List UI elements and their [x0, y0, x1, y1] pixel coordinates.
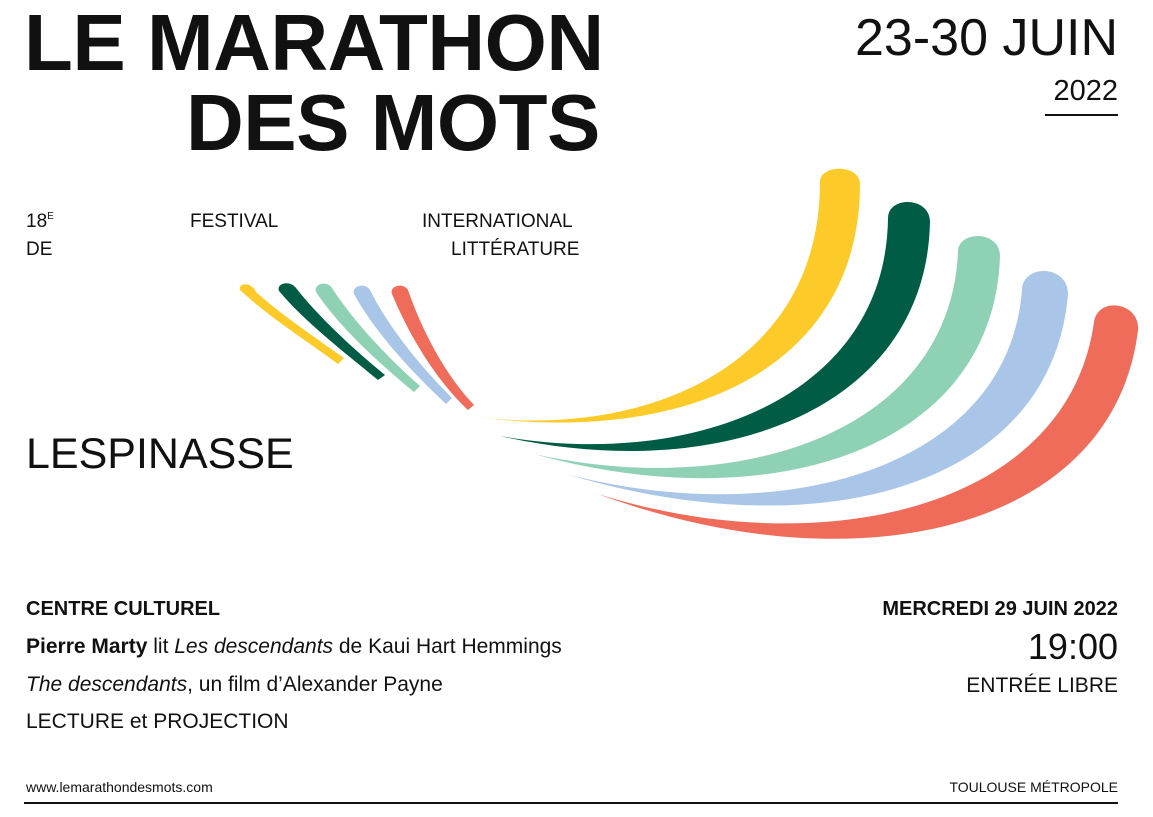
event-type: LECTURE et PROJECTION	[26, 710, 289, 733]
small-arc-mint	[315, 283, 420, 392]
big-arc-dark-green	[500, 201, 930, 451]
film-line: The descendants, un film d’Alexander Pay…	[26, 671, 443, 699]
sponsor-name: TOULOUSE MÉTROPOLE	[949, 779, 1118, 795]
word-de: DE	[26, 239, 53, 260]
book-author: de Kaui Hart Hemmings	[333, 635, 562, 658]
word-international: INTERNATIONAL	[422, 211, 573, 232]
film-title: The descendants	[26, 673, 188, 696]
small-arc-yellow	[239, 284, 344, 364]
film-director: , un film d’Alexander Payne	[187, 673, 443, 696]
title-line-2: DES MOTS	[186, 78, 600, 167]
event-time: 19:00	[1027, 626, 1118, 667]
festival-dates: 23-30 JUIN	[855, 9, 1118, 67]
word-litterature: LITTÉRATURE	[451, 239, 580, 260]
book-title: Les descendants	[174, 635, 334, 658]
footer-rule	[24, 802, 1118, 804]
small-arc-dark-green	[278, 283, 385, 380]
year-underline	[1045, 114, 1118, 116]
event-date: MERCREDI 29 JUIN 2022	[882, 598, 1118, 620]
edition-number-value: 18	[26, 211, 48, 232]
big-arc-coral	[598, 305, 1139, 539]
reader-name: Pierre Marty	[26, 635, 148, 658]
city-name: LESPINASSE	[26, 430, 294, 478]
big-arc-light-blue	[566, 270, 1068, 506]
edition-number: 18E	[26, 208, 54, 239]
big-arc-mint	[534, 235, 1000, 479]
small-arc-coral	[391, 285, 474, 410]
venue-name: CENTRE CULTUREL	[26, 598, 221, 620]
word-festival: FESTIVAL	[190, 211, 279, 232]
reads-word: lit	[147, 635, 175, 658]
small-arc-light-blue	[353, 285, 452, 404]
festival-year: 2022	[1053, 75, 1118, 107]
title-line-1: LE MARATHON	[24, 0, 604, 87]
reading-line: Pierre Marty lit Les descendants de Kaui…	[26, 633, 562, 661]
entry-info: ENTRÉE LIBRE	[966, 674, 1118, 697]
big-arc-yellow	[468, 168, 860, 423]
website-link[interactable]: www.lemarathondesmots.com	[26, 779, 213, 795]
edition-suffix: E	[47, 211, 54, 222]
